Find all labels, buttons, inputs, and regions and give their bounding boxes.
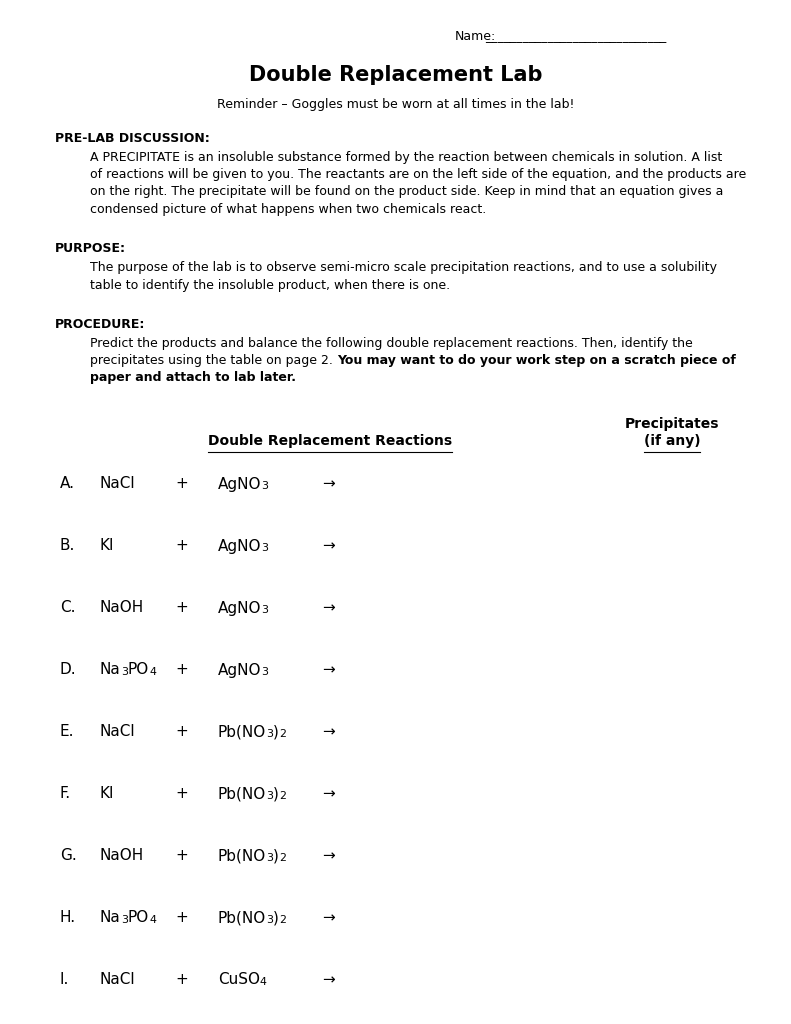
Text: Name:: Name: bbox=[455, 30, 496, 43]
Text: 3: 3 bbox=[262, 481, 268, 492]
Text: →: → bbox=[322, 849, 335, 863]
Text: 3: 3 bbox=[267, 792, 273, 801]
Text: 4: 4 bbox=[149, 667, 156, 677]
Text: 3: 3 bbox=[267, 729, 273, 739]
Text: →: → bbox=[322, 910, 335, 926]
Text: 4: 4 bbox=[149, 915, 156, 925]
Text: 2: 2 bbox=[279, 729, 286, 739]
Text: 3: 3 bbox=[267, 853, 273, 863]
Text: PO: PO bbox=[128, 663, 149, 678]
Text: E.: E. bbox=[60, 725, 74, 739]
Text: 3: 3 bbox=[121, 667, 128, 677]
Text: Predict the products and balance the following double replacement reactions. The: Predict the products and balance the fol… bbox=[90, 337, 693, 349]
Text: precipitates using the table on page 2.: precipitates using the table on page 2. bbox=[90, 354, 337, 367]
Text: →: → bbox=[322, 600, 335, 615]
Text: +: + bbox=[175, 725, 187, 739]
Text: A PRECIPITATE is an insoluble substance formed by the reaction between chemicals: A PRECIPITATE is an insoluble substance … bbox=[90, 151, 722, 164]
Text: 3: 3 bbox=[262, 667, 268, 677]
Text: 3: 3 bbox=[121, 915, 128, 925]
Text: Pb(NO: Pb(NO bbox=[218, 725, 267, 739]
Text: Pb(NO: Pb(NO bbox=[218, 910, 267, 926]
Text: NaCl: NaCl bbox=[100, 973, 135, 987]
Text: AgNO: AgNO bbox=[218, 539, 262, 554]
Text: 2: 2 bbox=[279, 915, 286, 925]
Text: H.: H. bbox=[60, 910, 76, 926]
Text: PO: PO bbox=[128, 910, 149, 926]
Text: KI: KI bbox=[100, 786, 115, 802]
Text: PURPOSE:: PURPOSE: bbox=[55, 243, 126, 256]
Text: 4: 4 bbox=[260, 977, 267, 987]
Text: 3: 3 bbox=[262, 605, 268, 615]
Text: on the right. The precipitate will be found on the product side. Keep in mind th: on the right. The precipitate will be fo… bbox=[90, 185, 724, 199]
Text: of reactions will be given to you. The reactants are on the left side of the equ: of reactions will be given to you. The r… bbox=[90, 168, 746, 181]
Text: Pb(NO: Pb(NO bbox=[218, 786, 267, 802]
Text: C.: C. bbox=[60, 600, 75, 615]
Text: Double Replacement Reactions: Double Replacement Reactions bbox=[208, 434, 452, 449]
Text: +: + bbox=[175, 910, 187, 926]
Text: +: + bbox=[175, 476, 187, 492]
Text: ): ) bbox=[273, 786, 279, 802]
Text: +: + bbox=[175, 539, 187, 554]
Text: +: + bbox=[175, 663, 187, 678]
Text: PROCEDURE:: PROCEDURE: bbox=[55, 318, 146, 331]
Text: Precipitates: Precipitates bbox=[625, 417, 719, 431]
Text: Reminder – Goggles must be worn at all times in the lab!: Reminder – Goggles must be worn at all t… bbox=[217, 98, 574, 111]
Text: F.: F. bbox=[60, 786, 71, 802]
Text: A.: A. bbox=[60, 476, 75, 492]
Text: →: → bbox=[322, 786, 335, 802]
Text: +: + bbox=[175, 600, 187, 615]
Text: condensed picture of what happens when two chemicals react.: condensed picture of what happens when t… bbox=[90, 203, 486, 216]
Text: PRE-LAB DISCUSSION:: PRE-LAB DISCUSSION: bbox=[55, 132, 210, 145]
Text: ): ) bbox=[273, 910, 279, 926]
Text: You may want to do your work step on a scratch piece of: You may want to do your work step on a s… bbox=[337, 354, 736, 367]
Text: AgNO: AgNO bbox=[218, 476, 262, 492]
Text: KI: KI bbox=[100, 539, 115, 554]
Text: NaOH: NaOH bbox=[100, 849, 144, 863]
Text: ): ) bbox=[273, 725, 279, 739]
Text: I.: I. bbox=[60, 973, 70, 987]
Text: NaOH: NaOH bbox=[100, 600, 144, 615]
Text: _____________________________: _____________________________ bbox=[485, 30, 666, 43]
Text: AgNO: AgNO bbox=[218, 600, 262, 615]
Text: table to identify the insoluble product, when there is one.: table to identify the insoluble product,… bbox=[90, 279, 450, 292]
Text: Na: Na bbox=[100, 910, 121, 926]
Text: CuSO: CuSO bbox=[218, 973, 260, 987]
Text: →: → bbox=[322, 973, 335, 987]
Text: +: + bbox=[175, 973, 187, 987]
Text: 2: 2 bbox=[279, 792, 286, 801]
Text: D.: D. bbox=[60, 663, 77, 678]
Text: 3: 3 bbox=[262, 543, 268, 553]
Text: NaCl: NaCl bbox=[100, 476, 135, 492]
Text: →: → bbox=[322, 476, 335, 492]
Text: Double Replacement Lab: Double Replacement Lab bbox=[248, 65, 543, 85]
Text: NaCl: NaCl bbox=[100, 725, 135, 739]
Text: →: → bbox=[322, 725, 335, 739]
Text: Pb(NO: Pb(NO bbox=[218, 849, 267, 863]
Text: 2: 2 bbox=[279, 853, 286, 863]
Text: →: → bbox=[322, 539, 335, 554]
Text: AgNO: AgNO bbox=[218, 663, 262, 678]
Text: paper and attach to lab later.: paper and attach to lab later. bbox=[90, 372, 296, 384]
Text: +: + bbox=[175, 849, 187, 863]
Text: 3: 3 bbox=[267, 915, 273, 925]
Text: Na: Na bbox=[100, 663, 121, 678]
Text: (if any): (if any) bbox=[644, 434, 700, 449]
Text: ): ) bbox=[273, 849, 279, 863]
Text: →: → bbox=[322, 663, 335, 678]
Text: +: + bbox=[175, 786, 187, 802]
Text: The purpose of the lab is to observe semi-micro scale precipitation reactions, a: The purpose of the lab is to observe sem… bbox=[90, 261, 717, 274]
Text: G.: G. bbox=[60, 849, 77, 863]
Text: B.: B. bbox=[60, 539, 75, 554]
